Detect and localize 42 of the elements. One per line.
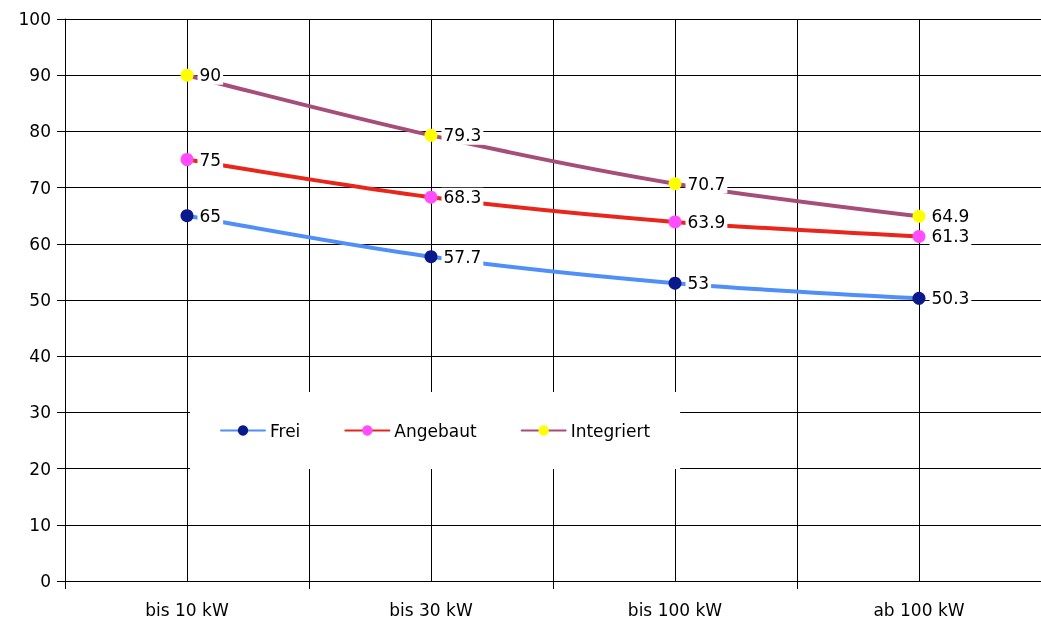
y-tick-label: 100 — [18, 9, 51, 29]
x-tick-label: ab 100 kW — [873, 599, 965, 620]
legend-label: Angebaut — [394, 420, 477, 441]
legend-label: Integriert — [570, 420, 651, 441]
x-tick-label: bis 100 kW — [627, 599, 723, 620]
point — [912, 291, 926, 305]
point — [424, 128, 438, 142]
data-label: 57.7 — [443, 246, 482, 267]
data-label: 61.3 — [931, 226, 970, 247]
data-label: 53 — [687, 273, 710, 294]
point — [912, 230, 926, 243]
y-tick-label: 30 — [29, 402, 51, 423]
point — [668, 276, 682, 290]
data-label: 79.3 — [443, 125, 482, 146]
point — [424, 250, 438, 264]
x-tick-label: bis 10 kW — [145, 599, 229, 620]
point — [424, 190, 438, 204]
data-label: 70.7 — [687, 173, 726, 194]
x-tick-label: bis 30 kW — [389, 599, 473, 620]
point — [180, 68, 194, 82]
legend-label: Frei — [270, 420, 301, 441]
data-label: 65 — [199, 205, 222, 226]
y-tick-label: 90 — [29, 65, 51, 86]
data-label: 64.9 — [931, 206, 970, 227]
data-label: 50.3 — [931, 288, 970, 309]
y-tick-label: 40 — [29, 346, 51, 367]
y-tick-label: 70 — [29, 177, 51, 198]
point — [668, 177, 682, 191]
point — [180, 209, 194, 223]
point — [180, 153, 194, 166]
y-tick-label: 20 — [29, 458, 51, 479]
y-tick-label: 80 — [29, 121, 51, 142]
data-label: 90 — [199, 65, 222, 86]
y-tick-label: 0 — [40, 571, 51, 591]
y-tick-label: 50 — [29, 290, 51, 310]
y-tick-label: 60 — [29, 233, 51, 254]
data-label: 68.3 — [443, 187, 482, 208]
y-tick-label: 10 — [29, 514, 51, 535]
data-label: 63.9 — [687, 211, 726, 232]
data-label: 75 — [199, 149, 222, 170]
point — [912, 209, 926, 223]
point — [668, 215, 682, 229]
